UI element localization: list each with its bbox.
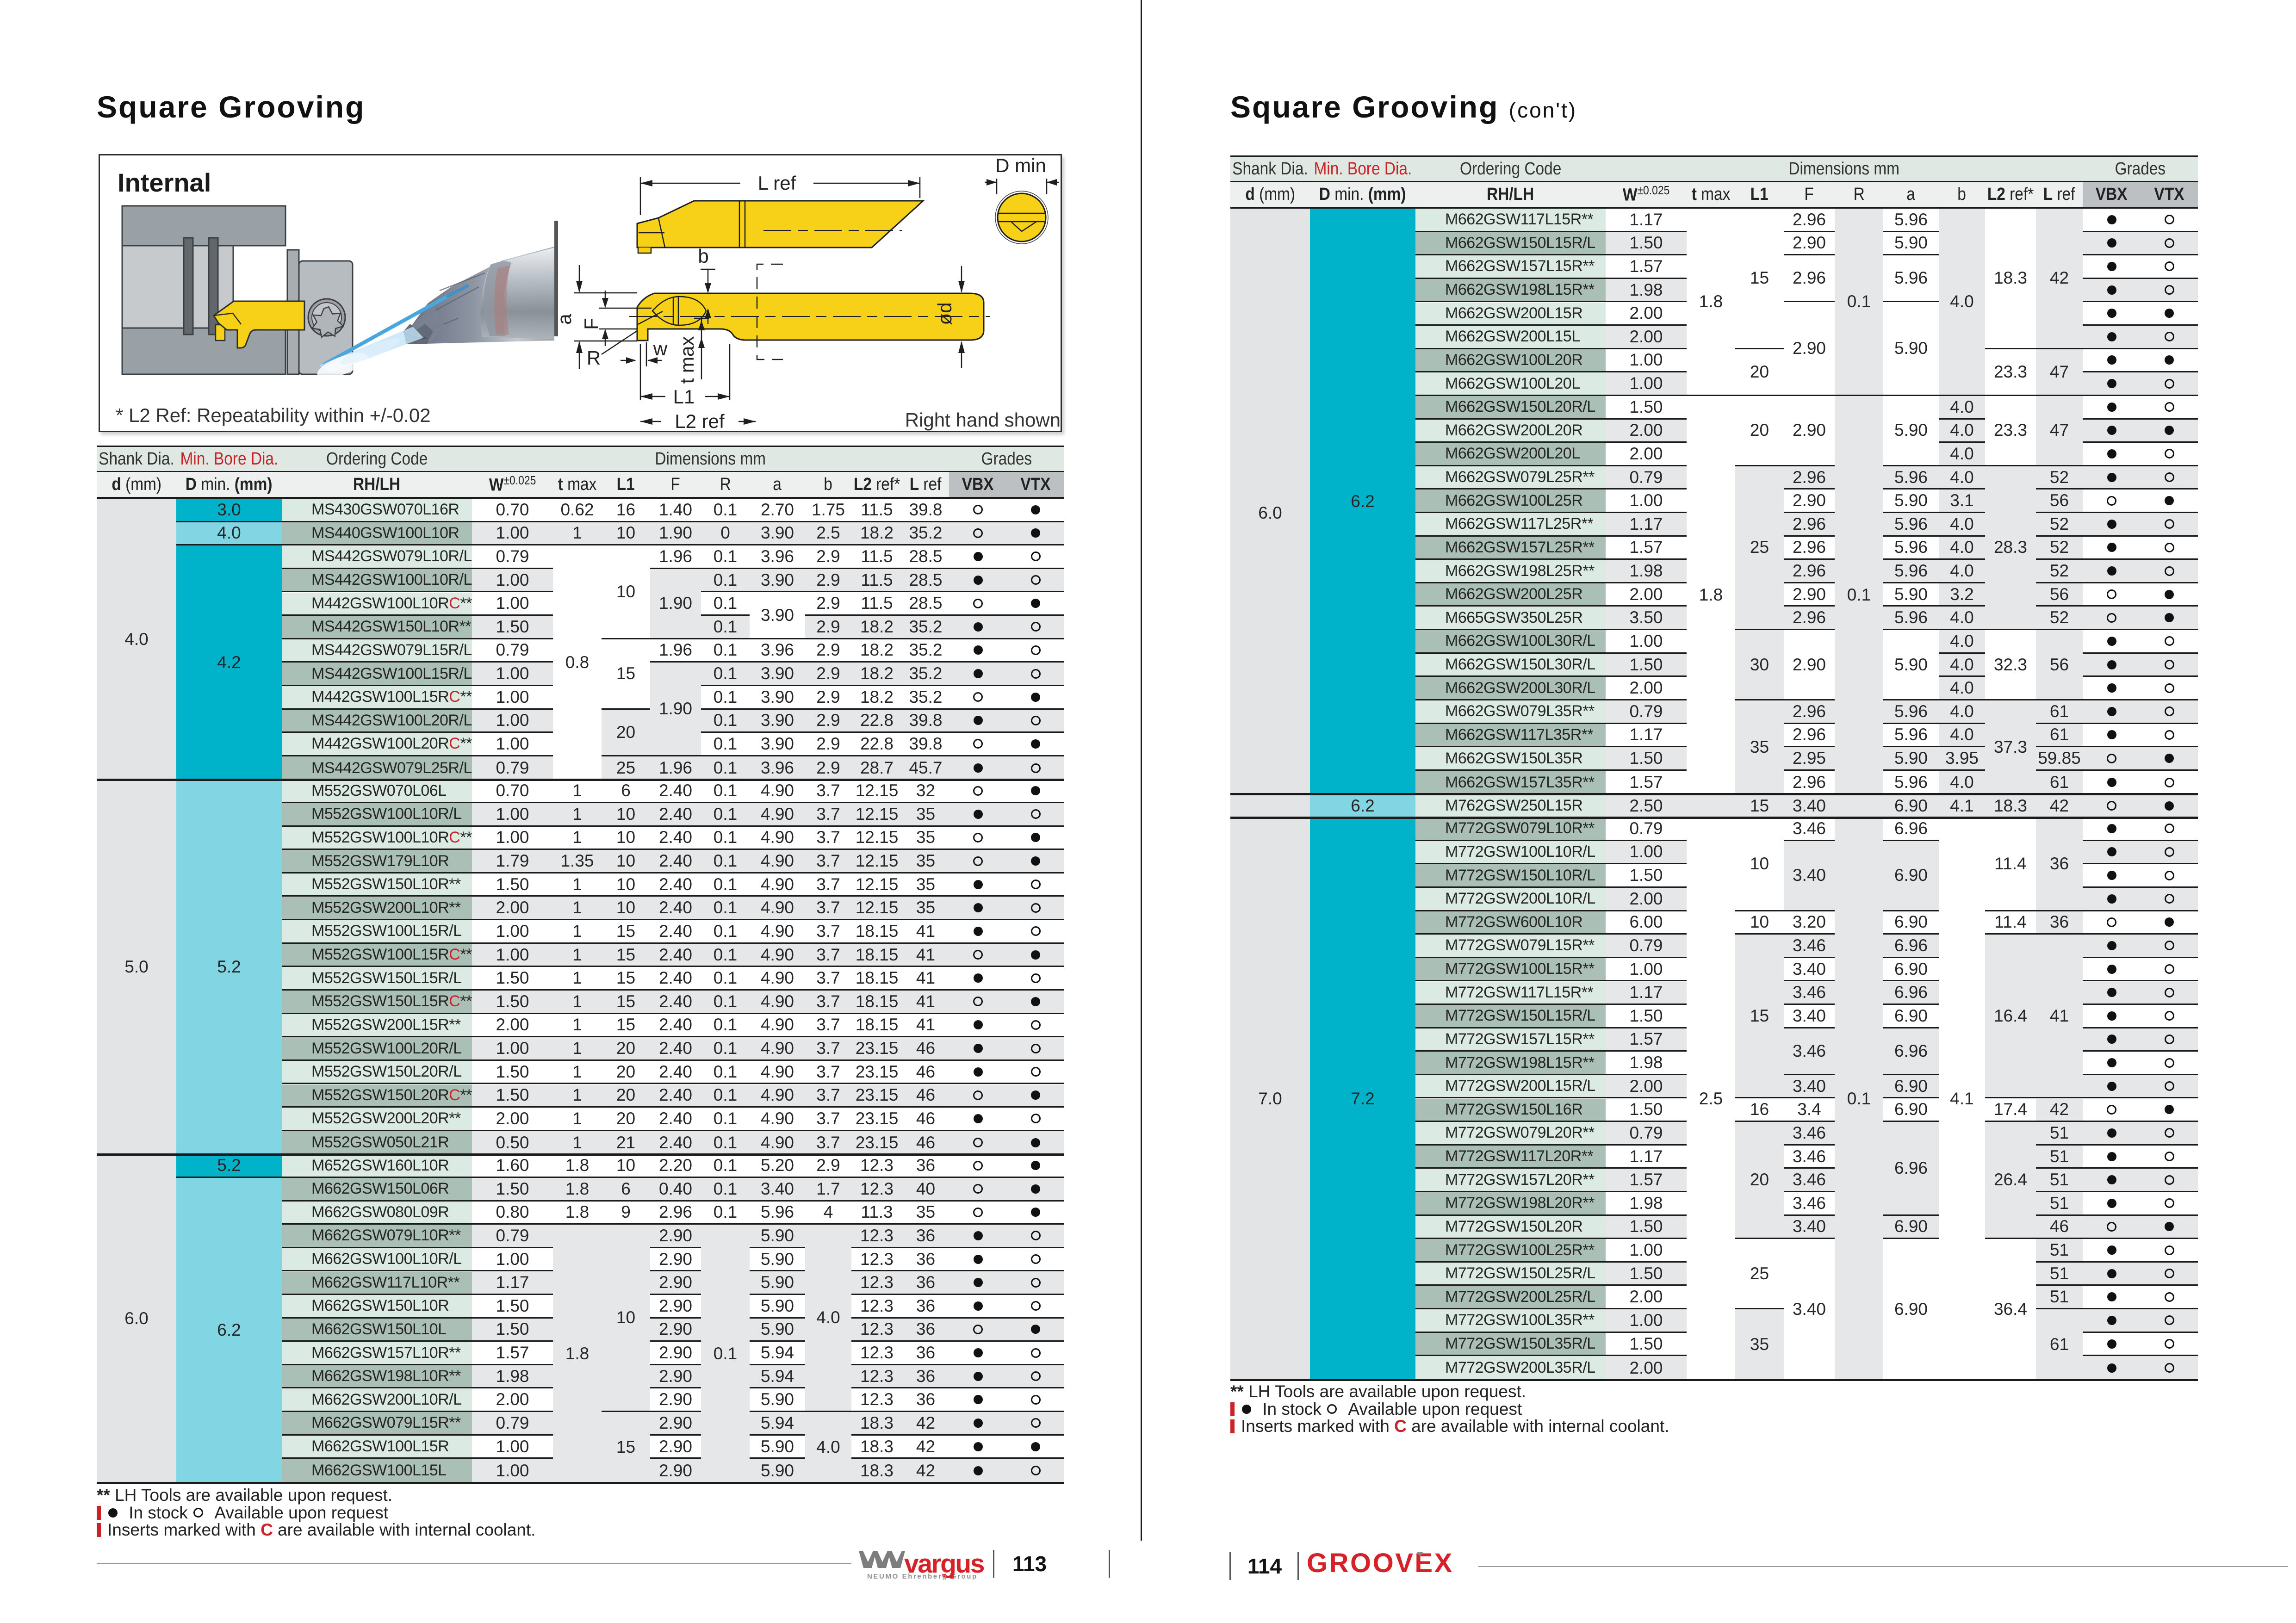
svg-text:NEUMO Ehrenberg Group: NEUMO Ehrenberg Group — [867, 1573, 978, 1580]
svg-text:vargus: vargus — [904, 1551, 984, 1579]
svg-text:L2 ref: L2 ref — [675, 410, 725, 432]
svg-text:ød: ød — [934, 302, 956, 325]
svg-text:L ref: L ref — [758, 172, 796, 194]
svg-text:b: b — [698, 245, 708, 267]
svg-text:a: a — [553, 314, 575, 325]
svg-text:t max: t max — [676, 336, 698, 384]
svg-text:w: w — [653, 338, 668, 359]
svg-text:F: F — [580, 318, 602, 330]
svg-text:R: R — [587, 347, 601, 369]
svg-text:L1: L1 — [673, 386, 695, 408]
svg-text:D min: D min — [995, 155, 1046, 176]
svg-text:GROOVEX: GROOVEX — [1307, 1551, 1454, 1578]
